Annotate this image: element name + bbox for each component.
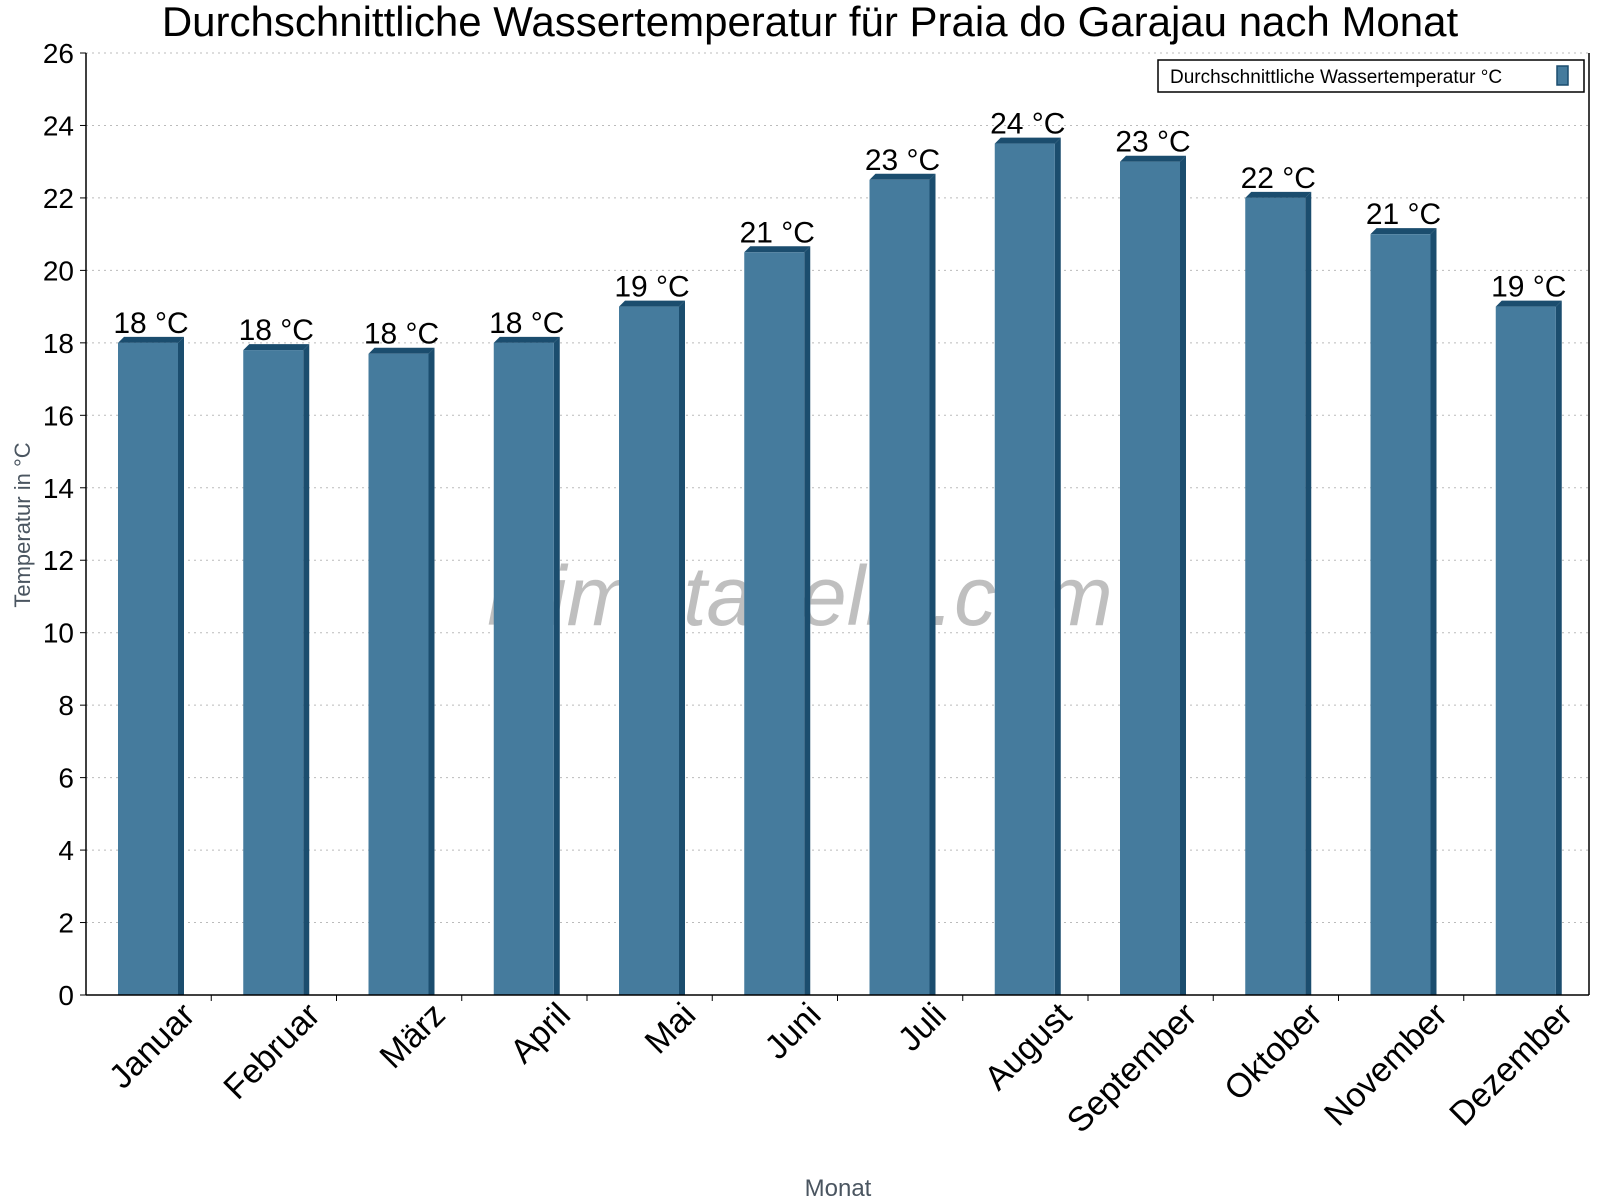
x-tick-label: Oktober	[1217, 996, 1329, 1108]
bar-side	[1305, 191, 1312, 995]
bar	[1120, 161, 1180, 995]
bar-top	[118, 336, 184, 343]
x-tick-label: April	[503, 996, 578, 1071]
y-tick-label: 2	[58, 908, 74, 939]
y-axis-label: Temperatur in °C	[10, 442, 35, 607]
data-label: 23 °C	[865, 144, 940, 177]
bar-side	[1180, 155, 1186, 995]
x-tick-label: Dezember	[1442, 996, 1580, 1134]
bar-top	[368, 347, 435, 354]
y-tick-label: 18	[43, 328, 74, 359]
x-tick-label: Mai	[638, 996, 704, 1062]
bar-top	[994, 137, 1061, 144]
bar	[368, 353, 429, 995]
x-tick-label: Juli	[891, 996, 954, 1059]
bar-side	[553, 336, 560, 995]
y-tick-label: 12	[43, 545, 74, 576]
data-label: 21 °C	[1366, 198, 1441, 231]
bar	[493, 342, 554, 995]
data-label: 18 °C	[239, 314, 314, 347]
y-tick-label: 20	[43, 255, 74, 286]
x-tick-label: August	[977, 995, 1079, 1097]
bar	[118, 342, 178, 995]
x-tick-label: Februar	[216, 996, 327, 1107]
bar-top	[869, 173, 936, 180]
x-tick-label: September	[1060, 996, 1204, 1140]
bar-side	[1555, 300, 1562, 996]
bar	[1245, 197, 1306, 995]
bar-side	[679, 300, 685, 996]
x-tick-label: Januar	[102, 996, 202, 1096]
bar-side	[1430, 228, 1437, 996]
data-label: 24 °C	[990, 108, 1065, 141]
bar-side	[929, 173, 936, 996]
bar-top	[619, 300, 685, 307]
bar-side	[428, 347, 435, 995]
legend-box	[1157, 59, 1585, 93]
data-label: 22 °C	[1241, 162, 1316, 195]
legend-label: Durchschnittliche Wassertemperatur °C	[1170, 67, 1502, 88]
bar	[994, 143, 1055, 996]
data-label: 19 °C	[614, 271, 689, 304]
bar-top	[493, 336, 560, 343]
bar-side	[178, 336, 184, 995]
bar-side	[1054, 137, 1061, 996]
data-label: 18 °C	[113, 307, 188, 340]
bar-side	[804, 246, 811, 995]
y-tick-label: 10	[43, 618, 74, 649]
x-axis-label: Monat	[805, 1175, 872, 1200]
bar	[619, 306, 679, 996]
bar-top	[1370, 228, 1437, 235]
data-label: 21 °C	[740, 216, 815, 249]
bar	[1495, 306, 1556, 996]
y-tick-label: 6	[58, 763, 74, 794]
legend: Durchschnittliche Wassertemperatur °C	[1157, 59, 1585, 93]
y-tick-label: 22	[43, 183, 74, 214]
data-label: 18 °C	[489, 307, 564, 340]
x-tick-label: März	[372, 996, 452, 1076]
y-tick-label: 14	[43, 473, 74, 504]
data-label: 18 °C	[364, 318, 439, 351]
bar	[1370, 234, 1431, 996]
bar-top	[1120, 155, 1186, 162]
data-label: 23 °C	[1115, 126, 1190, 159]
bar-top	[1245, 191, 1312, 198]
y-tick-label: 26	[43, 38, 74, 69]
legend-swatch	[1556, 65, 1569, 86]
y-tick-label: 16	[43, 400, 74, 431]
chart-title: Durchschnittliche Wassertemperatur für P…	[162, 0, 1459, 45]
y-tick-label: 8	[58, 690, 74, 721]
data-label: 19 °C	[1491, 271, 1566, 304]
x-tick-label: Juni	[758, 996, 829, 1067]
bar-top	[243, 344, 310, 351]
bar	[869, 179, 930, 996]
bar	[243, 350, 304, 996]
bar-side	[303, 344, 310, 996]
bar	[744, 252, 805, 995]
x-tick-label: November	[1317, 996, 1455, 1134]
y-tick-label: 4	[58, 835, 74, 866]
y-tick-label: 24	[43, 110, 74, 141]
y-tick-label: 0	[58, 980, 74, 1011]
bar-top	[1495, 300, 1562, 307]
bar-top	[744, 246, 811, 253]
